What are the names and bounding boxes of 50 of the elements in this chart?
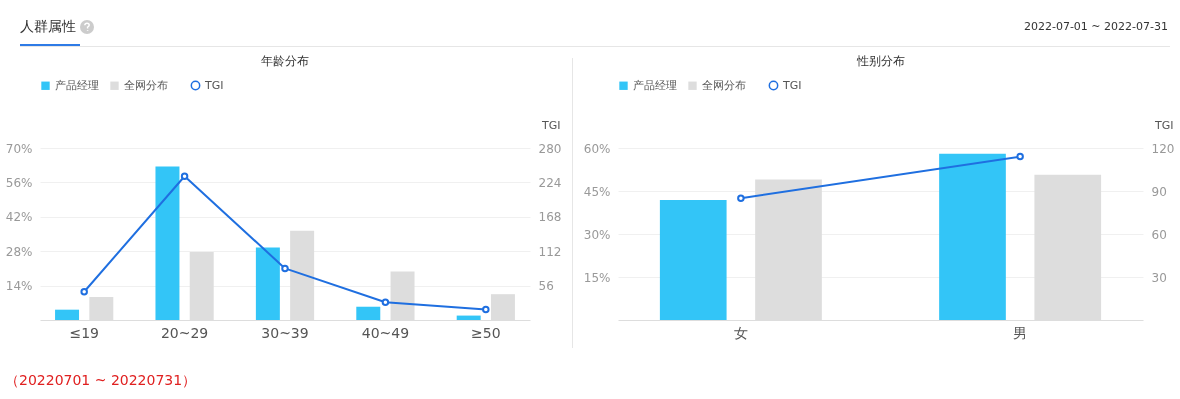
y-tick-label: 28% <box>5 244 33 259</box>
y2-tick-label: 112 <box>538 244 562 259</box>
y-tick-label: 60% <box>583 141 611 156</box>
chart-title: 性别分布 <box>855 54 905 68</box>
y2-tick-label: 280 <box>538 141 562 156</box>
y2-tick-label: 56 <box>538 279 554 294</box>
x-tick-label: 男 <box>1013 324 1028 341</box>
legend-label: 全网分布 <box>124 78 168 92</box>
y-tick-label: 30% <box>583 227 611 242</box>
text: 人群属性 <box>20 18 76 36</box>
y-tick-label: 45% <box>583 184 611 199</box>
bar <box>456 315 481 320</box>
x-tick-label: 女 <box>733 324 748 341</box>
x-tick-label: 40~49 <box>361 324 410 341</box>
bar <box>155 166 180 320</box>
x-tick-label: 20~29 <box>160 324 209 341</box>
legend-label: TGI <box>204 78 224 92</box>
point <box>381 298 390 306</box>
legend-label: 产品经理 <box>55 78 99 92</box>
point <box>180 172 189 180</box>
y-tick-label: 15% <box>583 270 611 285</box>
y-tick-label: 42% <box>5 210 33 225</box>
point <box>281 264 289 273</box>
text: （20220701 ~ 20220731） <box>5 372 197 390</box>
y2-tick-label: 224 <box>538 175 562 190</box>
y-tick-label: 14% <box>5 279 33 294</box>
y2-tick-label: 168 <box>538 210 562 225</box>
x-tick-label: ≤19 <box>69 324 99 341</box>
y-tick-label: 56% <box>5 175 33 190</box>
text: 2022-07-01 ~ 2022-07-31 <box>1023 20 1168 33</box>
point <box>80 288 88 296</box>
y2-tick-label: 120 <box>1151 141 1175 156</box>
y2-tick-label: 90 <box>1151 184 1167 199</box>
bar <box>659 199 727 320</box>
x-tick-label: ≥50 <box>471 324 501 341</box>
chart-title: 年龄分布 <box>261 54 309 68</box>
y2-axis-title: TGI <box>541 118 561 132</box>
x-tick-label: 30~39 <box>261 324 309 341</box>
legend-label: 全网分布 <box>702 78 746 92</box>
legend-label: 产品经理 <box>633 78 677 92</box>
y2-tick-label: 60 <box>1151 227 1167 242</box>
legend-label: TGI <box>782 78 802 92</box>
bar <box>939 153 1006 320</box>
y2-tick-label: 30 <box>1151 270 1167 285</box>
bar <box>356 306 381 320</box>
y2-axis-title: TGI <box>1154 118 1174 132</box>
bar <box>55 309 80 320</box>
point <box>482 305 490 314</box>
bar <box>255 247 280 320</box>
y-tick-label: 70% <box>5 141 33 156</box>
